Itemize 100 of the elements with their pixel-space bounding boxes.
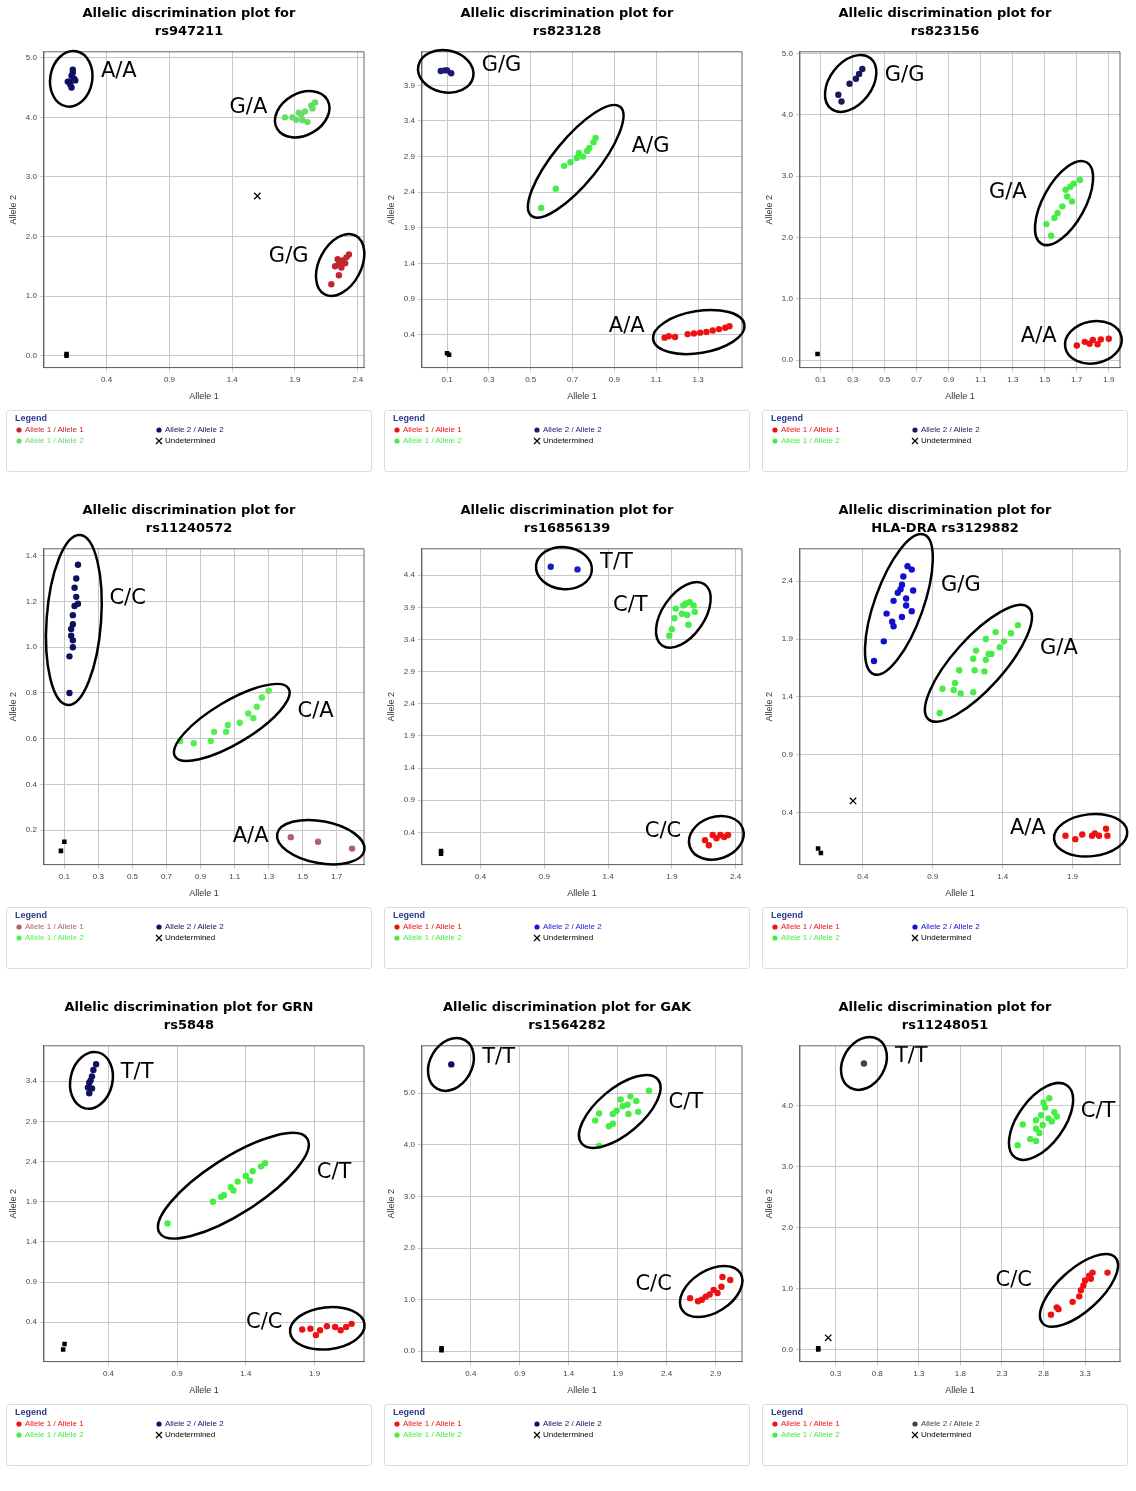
x-tick-label: 1.9 [1066,871,1079,881]
y-tick-label: 2.4 [25,1156,38,1166]
text: Allele 1 / Allele 2 [403,1430,462,1439]
legend-label: Undetermined [921,933,972,942]
legend-label: Undetermined [543,436,594,445]
y-tick-label: 5.0 [781,48,794,58]
annotation: T/T [119,1059,154,1084]
y-tick-label: 2.4 [403,187,416,197]
x-tick-label: 1.3 [1007,374,1019,384]
x-tick-label: 0.9 [514,1368,526,1378]
y-tick-label: 2.0 [403,1243,416,1253]
y-tick-label: 3.0 [781,1161,794,1171]
text: Allele 1 / Allele 2 [25,1430,84,1439]
y-axis-title: Allele 2 [385,1188,396,1219]
y-axis-title: Allele 2 [763,1188,774,1219]
y-tick-label: 0.0 [781,355,794,365]
x-tick-label: 2.8 [1037,1368,1050,1378]
y-tick-label: 2.9 [403,666,416,676]
y-tick-label: 0.9 [403,795,416,805]
x-tick-label: 0.5 [126,871,139,881]
y-tick-label: 0.4 [781,807,794,817]
annotation: G/G [941,572,981,597]
y-tick-label: 4.0 [781,110,794,120]
y-tick-label: 3.4 [403,634,416,644]
x-tick-label: 1.4 [226,374,239,384]
legend-title: Legend [771,910,804,920]
x-tick-label: 2.4 [661,1368,673,1378]
annotation: C/C [995,1267,1032,1292]
text: Allele 1 / Allele 2 [781,1430,840,1439]
x-tick-label: 2.3 [996,1368,1009,1378]
y-tick-label: 1.4 [25,550,38,560]
legend-label: Undetermined [165,1430,216,1439]
annotation: A/A [232,822,270,847]
x-tick-label: 1.3 [692,374,705,384]
annotation: T/T [893,1042,928,1067]
x-tick-label: 1.9 [666,871,678,881]
y-tick-label: 3.0 [403,1191,416,1201]
x-tick-label: 1.7 [331,871,343,881]
x-axis-title: Allele 1 [945,391,975,402]
annotation: C/C [644,818,682,843]
text: Allele 1 / Allele 1 [781,1419,840,1428]
y-axis-title: Allele 2 [7,194,18,225]
annotation: A/A [1020,322,1058,347]
y-tick-label: 1.9 [25,1196,38,1206]
chart-title: Allelic discrimination plot for GAK rs1564282 [441,998,693,1034]
y-tick-label: 0.6 [25,733,38,743]
legend-title: Legend [771,1407,804,1417]
y-tick-label: 1.4 [25,1237,38,1247]
text: Allele 2 / Allele 2 [165,922,224,931]
legend-label: Undetermined [165,436,216,445]
text: Allele 1 / Allele 2 [781,933,840,942]
y-tick-label: 0.4 [25,1317,38,1327]
annotation: T/T [599,548,633,573]
y-axis-title: Allele 2 [7,691,18,722]
text: Allele 1 / Allele 2 [781,436,840,445]
y-tick-label: 1.0 [781,294,794,304]
x-tick-label: 0.5 [879,374,891,384]
text: Allele 1 / Allele 1 [403,922,462,931]
y-tick-label: 0.8 [25,688,38,698]
y-axis-title: Allele 2 [385,691,396,722]
legend-title: Legend [15,910,48,920]
x-tick-label: 0.4 [102,1368,115,1378]
text: Allele 2 / Allele 2 [543,425,602,434]
legend-title: Legend [393,910,426,920]
text: Allele 2 / Allele 2 [543,1419,602,1428]
x-axis-title: Allele 1 [567,1385,597,1396]
annotation: C/C [245,1309,283,1334]
y-tick-label: 1.0 [403,1294,416,1304]
legend-label: Undetermined [543,1430,594,1439]
y-tick-label: 0.0 [403,1346,416,1356]
annotation: T/T [481,1043,516,1068]
x-axis-title: Allele 1 [189,1385,219,1396]
y-tick-label: 1.9 [403,731,416,741]
x-tick-label: 0.9 [927,871,939,881]
x-tick-label: 1.4 [240,1368,252,1378]
x-tick-label: 0.3 [92,871,105,881]
y-tick-label: 0.4 [403,330,416,340]
x-tick-label: 0.9 [608,374,621,384]
chart-title: Allelic discrimination plot for rs823156 [837,4,1053,40]
y-tick-label: 0.0 [25,350,38,360]
y-tick-label: 1.0 [25,642,38,652]
x-tick-label: 0.9 [538,871,551,881]
text: Allele 1 / Allele 1 [403,425,462,434]
y-tick-label: 1.9 [403,223,416,233]
text: Allele 2 / Allele 2 [165,425,224,434]
chart-title: Allelic discrimination plot for rs11248051 [837,998,1053,1034]
annotation: C/T [668,1088,704,1113]
x-tick-label: 0.9 [171,1368,184,1378]
text: Allele 1 / Allele 1 [25,922,84,931]
x-tick-label: 1.4 [997,871,1009,881]
x-tick-label: 1.3 [913,1368,925,1378]
y-tick-label: 1.2 [25,596,38,606]
y-tick-label: 4.0 [403,1140,416,1150]
x-tick-label: 0.9 [194,871,207,881]
y-tick-label: 0.4 [403,827,416,837]
text: Allele 1 / Allele 1 [403,1419,462,1428]
y-tick-label: 2.0 [781,1222,794,1232]
y-tick-label: 3.4 [25,1076,38,1086]
y-tick-label: 5.0 [25,52,38,62]
text: Allele 1 / Allele 2 [403,436,462,445]
